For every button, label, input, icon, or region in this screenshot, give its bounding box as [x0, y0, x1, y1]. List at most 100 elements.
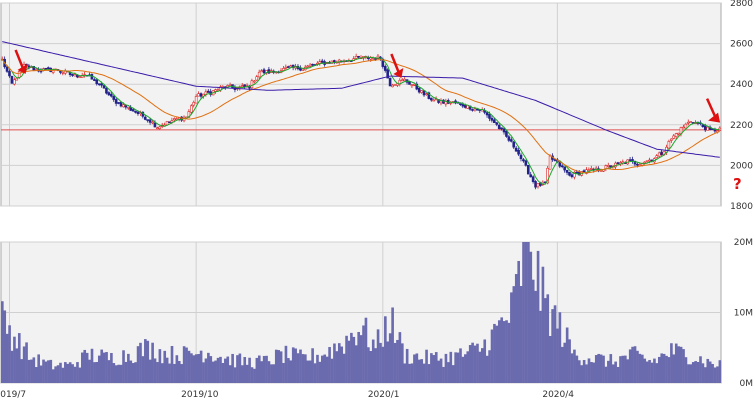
volume-bar: [313, 363, 317, 383]
candle-body: [131, 109, 135, 112]
candle-body: [257, 71, 261, 78]
candle-body: [139, 112, 142, 114]
volume-bar: [604, 366, 608, 383]
volume-bar: [708, 361, 712, 383]
volume-bar: [165, 357, 169, 383]
candle-body: [333, 60, 336, 63]
volume-bar: [476, 343, 479, 383]
volume-bar: [231, 353, 234, 383]
candle-body: [13, 79, 16, 85]
annotation-arrow-head: [708, 112, 721, 123]
volume-bar: [253, 368, 256, 383]
volume-bar: [611, 364, 615, 383]
volume-bar: [119, 364, 123, 383]
candle-body: [197, 93, 200, 97]
candle-body: [119, 101, 123, 107]
candle-body: [34, 68, 38, 71]
candle-body: [301, 68, 305, 71]
candle-body: [170, 120, 174, 123]
candle-body: [667, 141, 671, 149]
volume-bar: [168, 363, 171, 383]
volume-bar: [335, 351, 339, 383]
volume-bar: [187, 350, 191, 383]
volume-bar: [696, 361, 700, 383]
volume-bar: [144, 339, 147, 383]
candle-body: [206, 90, 210, 93]
volume-y-tick-label: 20M: [734, 238, 753, 248]
volume-bar: [316, 354, 319, 383]
volume-bar: [10, 350, 14, 383]
candle-body: [420, 90, 423, 93]
candle-body: [674, 133, 678, 137]
volume-bar: [706, 358, 710, 383]
volume-bar: [536, 250, 540, 383]
candle-body: [415, 83, 419, 90]
candle-body: [575, 171, 579, 174]
candle-body: [388, 77, 392, 87]
volume-bar: [529, 251, 533, 383]
volume-bar: [255, 357, 259, 383]
volume-bar: [233, 367, 237, 383]
candle-body: [590, 168, 593, 170]
volume-bar: [245, 364, 249, 383]
volume-bar: [97, 355, 101, 383]
volume-bar: [345, 335, 348, 383]
volume-bar: [522, 242, 525, 383]
volume-bar: [454, 352, 457, 383]
moving-average-long-line: [2, 41, 720, 158]
volume-bar: [342, 353, 346, 383]
volume-bar: [713, 367, 717, 383]
candle-body: [78, 76, 82, 78]
candle-body: [495, 122, 499, 125]
volume-bar: [156, 362, 159, 383]
volume-bar: [544, 298, 547, 383]
candle-body: [262, 69, 266, 74]
volume-bar: [211, 361, 215, 383]
candle-body: [110, 93, 113, 97]
volume-bar: [32, 357, 36, 383]
volume-bar: [558, 312, 562, 383]
volume-bar: [238, 353, 242, 383]
volume-bar: [672, 354, 676, 383]
volume-bar: [56, 365, 60, 383]
volume-bar: [284, 345, 288, 383]
volume-bar: [481, 348, 484, 383]
volume-bar: [64, 362, 67, 383]
candle-body: [112, 96, 116, 100]
candle-body: [173, 118, 176, 121]
candle-body: [32, 65, 36, 71]
volume-bar: [561, 346, 564, 383]
volume-bar: [461, 356, 465, 383]
volume-bar: [219, 356, 222, 383]
volume-bar: [47, 360, 50, 383]
volume-bar: [473, 345, 477, 383]
volume-bar: [347, 340, 351, 383]
volume-bar: [325, 356, 329, 383]
volume-bar: [585, 364, 588, 383]
candle-body: [143, 116, 147, 120]
moving-average-mid-line: [1, 58, 720, 174]
candle-body: [410, 84, 414, 87]
x-tick-label: 2020/4: [542, 390, 574, 400]
candle-body: [686, 121, 690, 124]
volume-bar: [531, 279, 535, 383]
volume-bar: [270, 364, 273, 383]
candle-body: [134, 110, 137, 113]
candle-body: [677, 132, 680, 135]
volume-bar: [39, 365, 43, 383]
candle-body: [628, 159, 632, 161]
volume-bar: [170, 346, 174, 383]
volume-bar: [507, 322, 511, 383]
candle-body: [531, 176, 535, 182]
volume-bar: [413, 354, 416, 383]
volume-bar: [199, 350, 203, 383]
volume-panel: 2019/7 2019/10 2020/1 2020/4 20M 10M 0M: [0, 238, 753, 400]
volume-bar: [597, 353, 600, 383]
volume-bar: [337, 343, 341, 383]
candle-body: [500, 127, 503, 130]
volume-bar: [444, 353, 448, 383]
volume-bar: [563, 342, 567, 383]
candle-body: [158, 126, 162, 129]
volume-bar: [376, 329, 380, 383]
volume-bar: [107, 360, 111, 383]
